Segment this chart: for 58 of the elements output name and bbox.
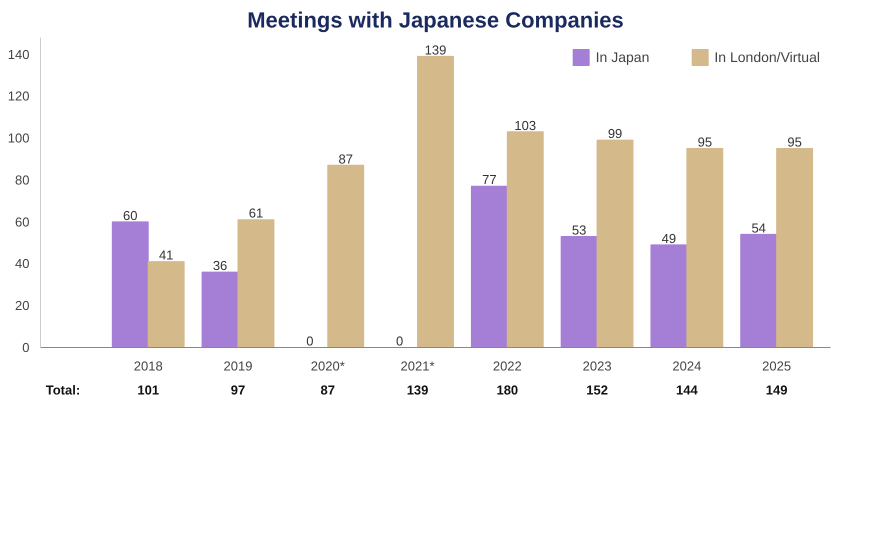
x-tick-label: 2022 bbox=[492, 358, 522, 374]
total-label: 180 bbox=[496, 382, 518, 398]
total-label: 149 bbox=[766, 382, 788, 398]
legend-label: In London/Virtual bbox=[714, 49, 820, 65]
legend-label: In Japan bbox=[596, 49, 650, 65]
x-tick-label: 2021* bbox=[400, 358, 435, 374]
data-label: 54 bbox=[751, 220, 766, 236]
data-label: 41 bbox=[158, 248, 174, 263]
bar bbox=[506, 131, 544, 348]
y-tick-label: 0 bbox=[22, 340, 30, 355]
data-label: 53 bbox=[572, 222, 586, 238]
total-label: 139 bbox=[424, 42, 446, 58]
total-label: 101 bbox=[137, 382, 160, 398]
data-label: 139 bbox=[406, 382, 428, 398]
y-tick-label: 20 bbox=[15, 298, 30, 314]
bar bbox=[148, 261, 185, 348]
total-label: 144 bbox=[676, 382, 698, 398]
bar bbox=[740, 234, 778, 348]
x-tick-label: 2024 bbox=[672, 358, 702, 374]
data-label: 95 bbox=[787, 134, 802, 150]
bar bbox=[776, 148, 814, 348]
y-tick-label: 120 bbox=[8, 88, 30, 104]
data-label: 95 bbox=[698, 134, 712, 150]
data-label: 61 bbox=[248, 206, 264, 221]
data-label: 77 bbox=[482, 172, 497, 188]
x-tick-label: 2020* bbox=[310, 358, 345, 374]
bar bbox=[560, 236, 598, 348]
data-label: 0 bbox=[306, 334, 314, 348]
data-label: 87 bbox=[320, 382, 336, 398]
data-label: 103 bbox=[514, 118, 536, 133]
chart-title: Meetings with Japanese Companies bbox=[247, 8, 624, 32]
bar bbox=[327, 164, 364, 348]
data-label: 0 bbox=[396, 334, 404, 348]
bar bbox=[202, 272, 238, 348]
bar bbox=[470, 186, 508, 348]
total-label: 87 bbox=[338, 151, 353, 166]
y-tick-label: 60 bbox=[15, 214, 30, 230]
y-tick-label: 40 bbox=[15, 256, 30, 272]
y-tick-label: 100 bbox=[8, 130, 30, 146]
bar bbox=[686, 148, 724, 348]
data-label: 60 bbox=[123, 208, 138, 223]
x-tick-label: 2018 bbox=[134, 358, 163, 374]
text: Total: bbox=[46, 382, 80, 398]
bar bbox=[596, 140, 634, 348]
bar bbox=[238, 219, 274, 348]
data-label: 99 bbox=[608, 126, 622, 142]
bar bbox=[650, 244, 688, 348]
data-label: 36 bbox=[212, 258, 228, 274]
x-tick-label: 2019 bbox=[224, 358, 252, 374]
y-tick-label: 140 bbox=[8, 46, 30, 62]
data-label: 49 bbox=[662, 230, 676, 246]
total-label: 152 bbox=[586, 382, 608, 398]
bar bbox=[417, 56, 454, 348]
x-tick-label: 2023 bbox=[582, 358, 612, 374]
total-label: 97 bbox=[230, 382, 246, 398]
bar bbox=[112, 221, 149, 348]
y-tick-label: 80 bbox=[15, 172, 30, 188]
x-tick-label: 2025 bbox=[762, 358, 792, 374]
